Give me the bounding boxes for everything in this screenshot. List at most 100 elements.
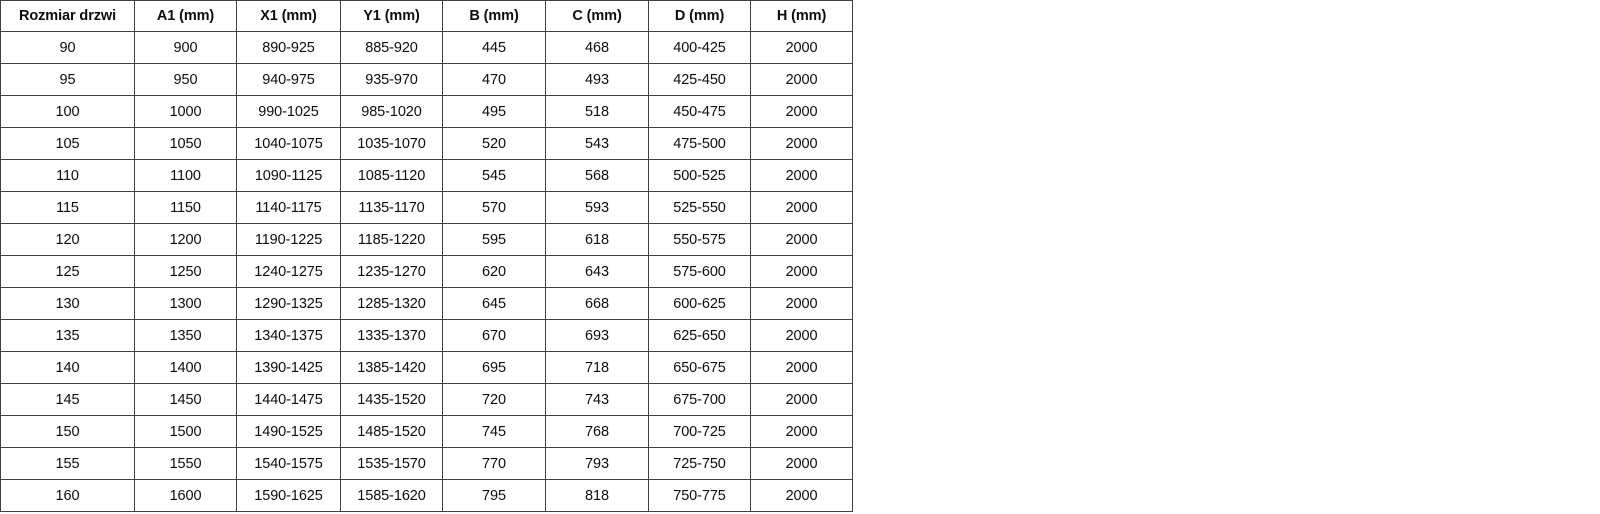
door-cell: 593 <box>545 191 649 224</box>
door-cell: 1440-1475 <box>236 383 341 416</box>
door-cell: 1135-1170 <box>340 191 443 224</box>
door-cell: 795 <box>442 479 546 512</box>
door-size-table: Rozmiar drzwi A1 (mm) X1 (mm) Y1 (mm) B … <box>0 0 853 512</box>
door-cell: 100 <box>0 95 135 128</box>
door-cell: 155 <box>0 447 135 480</box>
door-col-header-h: H (mm) <box>750 0 853 32</box>
door-cell: 1590-1625 <box>236 479 341 512</box>
door-cell: 670 <box>442 319 546 352</box>
door-cell: 400-425 <box>648 31 751 64</box>
door-cell: 2000 <box>750 319 853 352</box>
door-cell: 743 <box>545 383 649 416</box>
door-cell: 1200 <box>134 223 237 256</box>
door-cell: 2000 <box>750 95 853 128</box>
door-cell: 725-750 <box>648 447 751 480</box>
door-col-header-x1: X1 (mm) <box>236 0 341 32</box>
door-cell: 990-1025 <box>236 95 341 128</box>
door-cell: 1190-1225 <box>236 223 341 256</box>
door-cell: 110 <box>0 159 135 192</box>
door-cell: 1085-1120 <box>340 159 443 192</box>
table-row: 95 950 940-975 935-970 470 493 425-450 2000 <box>0 63 853 96</box>
door-cell: 2000 <box>750 159 853 192</box>
door-cell: 150 <box>0 415 135 448</box>
door-cell: 1100 <box>134 159 237 192</box>
door-col-header-c: C (mm) <box>545 0 649 32</box>
door-col-header-d: D (mm) <box>648 0 751 32</box>
door-cell: 470 <box>442 63 546 96</box>
table-row: 145 1450 1440-1475 1435-1520 720 743 675-700 20… <box>0 383 853 416</box>
door-cell: 90 <box>0 31 135 64</box>
door-cell: 950 <box>134 63 237 96</box>
door-cell: 695 <box>442 351 546 384</box>
door-cell: 2000 <box>750 415 853 448</box>
door-cell: 1290-1325 <box>236 287 341 320</box>
door-cell: 570 <box>442 191 546 224</box>
door-col-header-rozmiar-drzwi: Rozmiar drzwi <box>0 0 135 32</box>
door-cell: 1385-1420 <box>340 351 443 384</box>
door-cell: 475-500 <box>648 127 751 160</box>
door-cell: 575-600 <box>648 255 751 288</box>
door-cell: 1535-1570 <box>340 447 443 480</box>
door-cell: 543 <box>545 127 649 160</box>
door-cell: 2000 <box>750 255 853 288</box>
door-cell: 130 <box>0 287 135 320</box>
door-cell: 450-475 <box>648 95 751 128</box>
door-cell: 1335-1370 <box>340 319 443 352</box>
door-cell: 500-525 <box>648 159 751 192</box>
table-row: 110 1100 1090-1125 1085-1120 545 568 500-525 20… <box>0 159 853 192</box>
door-cell: 595 <box>442 223 546 256</box>
door-cell: 1485-1520 <box>340 415 443 448</box>
table-row: 115 1150 1140-1175 1135-1170 570 593 525-550 20… <box>0 191 853 224</box>
door-cell: 2000 <box>750 31 853 64</box>
door-cell: 1350 <box>134 319 237 352</box>
door-cell: 550-575 <box>648 223 751 256</box>
table-row: 90 900 890-925 885-920 445 468 400-425 2000 <box>0 31 853 64</box>
door-cell: 1235-1270 <box>340 255 443 288</box>
door-cell: 618 <box>545 223 649 256</box>
door-cell: 95 <box>0 63 135 96</box>
door-cell: 650-675 <box>648 351 751 384</box>
door-cell: 2000 <box>750 191 853 224</box>
door-cell: 2000 <box>750 223 853 256</box>
door-cell: 135 <box>0 319 135 352</box>
door-cell: 890-925 <box>236 31 341 64</box>
door-cell: 1050 <box>134 127 237 160</box>
table-row: 105 1050 1040-1075 1035-1070 520 543 475-500 20… <box>0 127 853 160</box>
door-cell: 493 <box>545 63 649 96</box>
door-cell: 545 <box>442 159 546 192</box>
door-cell: 668 <box>545 287 649 320</box>
door-cell: 1040-1075 <box>236 127 341 160</box>
door-cell: 643 <box>545 255 649 288</box>
door-cell: 2000 <box>750 383 853 416</box>
door-col-header-y1: Y1 (mm) <box>340 0 443 32</box>
table-row: 135 1350 1340-1375 1335-1370 670 693 625-650 20… <box>0 319 853 352</box>
door-cell: 160 <box>0 479 135 512</box>
door-cell: 1435-1520 <box>340 383 443 416</box>
door-cell: 818 <box>545 479 649 512</box>
door-cell: 2000 <box>750 63 853 96</box>
table-row: 125 1250 1240-1275 1235-1270 620 643 575-600 20… <box>0 255 853 288</box>
door-cell: 600-625 <box>648 287 751 320</box>
door-cell: 620 <box>442 255 546 288</box>
table-row: 120 1200 1190-1225 1185-1220 595 618 550-575 20… <box>0 223 853 256</box>
door-cell: 1300 <box>134 287 237 320</box>
door-cell: 1500 <box>134 415 237 448</box>
door-cell: 770 <box>442 447 546 480</box>
door-cell: 935-970 <box>340 63 443 96</box>
door-cell: 693 <box>545 319 649 352</box>
door-cell: 2000 <box>750 447 853 480</box>
door-table-head: Rozmiar drzwi A1 (mm) X1 (mm) Y1 (mm) B … <box>0 0 853 32</box>
door-cell: 1035-1070 <box>340 127 443 160</box>
door-cell: 2000 <box>750 351 853 384</box>
door-cell: 645 <box>442 287 546 320</box>
door-cell: 718 <box>545 351 649 384</box>
door-table-header-row: Rozmiar drzwi A1 (mm) X1 (mm) Y1 (mm) B … <box>0 0 853 32</box>
door-cell: 885-920 <box>340 31 443 64</box>
door-cell: 1285-1320 <box>340 287 443 320</box>
door-cell: 768 <box>545 415 649 448</box>
door-cell: 1390-1425 <box>236 351 341 384</box>
table-row: 155 1550 1540-1575 1535-1570 770 793 725-750 20… <box>0 447 853 480</box>
door-cell: 1540-1575 <box>236 447 341 480</box>
door-cell: 2000 <box>750 287 853 320</box>
